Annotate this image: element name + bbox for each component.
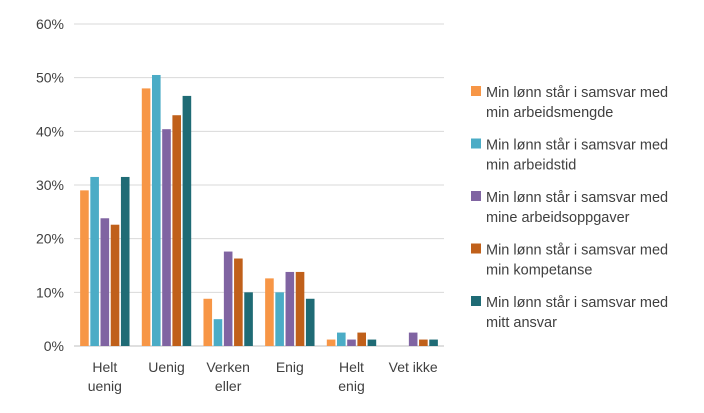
bar [285,271,295,346]
bar [100,218,110,346]
bar [80,190,89,346]
bar [337,332,346,346]
bar [408,332,418,346]
bar [295,271,305,346]
y-tick-label: 10% [36,284,64,300]
bar [234,258,243,346]
bar [244,292,253,346]
x-tick-label: Uenig [148,359,185,375]
bar [90,176,99,346]
bar [182,95,192,346]
legend-swatch [471,138,481,149]
bar [265,278,274,346]
x-axis-tick-labels: Helt uenig Uenig Verken eller Enig Helt enig Vet… [88,359,438,394]
legend-label: Min lønn står i samsvar med min arbeidsme… [486,85,668,121]
legend-label: Min lønn står i samsvar med min arbeidsti… [486,138,668,174]
y-tick-label: 20% [36,231,64,247]
bar [367,339,377,346]
y-tick-label: 50% [36,70,64,86]
y-tick-label: 60% [36,16,64,32]
bar [429,339,438,346]
bar [305,298,315,346]
x-tick-label: Vet ikke [389,359,438,375]
bar [172,115,181,346]
y-axis-tick-labels: 0% 10% 20% 30% 40% 50% 60% [36,16,64,354]
legend-label: Min lønn står i samsvar med mitt ansvar [486,295,668,331]
x-tick-label: Helt uenig [88,359,122,394]
y-tick-label: 40% [36,123,64,139]
bars [80,74,438,347]
bar [120,176,130,346]
legend-swatch [471,86,481,96]
bar [357,332,366,346]
legend-label: Min lønn står i samsvar med min kompetans… [486,243,668,279]
bar [223,251,233,346]
bar [419,339,428,346]
gridlines [74,23,444,347]
bar [152,74,161,346]
x-tick-label: Verken eller [206,359,250,394]
bar [141,88,151,347]
legend: Min lønn står i samsvar med min arbeidsme… [471,85,668,331]
y-tick-label: 0% [44,338,64,354]
y-tick-label: 30% [36,177,64,193]
x-tick-label: Enig [276,359,304,375]
bar [326,339,336,346]
legend-swatch [471,243,481,254]
bar [275,292,284,346]
bar [203,298,213,346]
bar [162,129,171,346]
x-tick-label: Helt enig [338,359,364,394]
bar [213,319,223,346]
legend-label: Min lønn står i samsvar med mine arbeidso… [486,190,668,226]
legend-swatch [471,296,481,306]
bar [347,339,356,346]
legend-swatch [471,191,481,201]
bar [110,224,120,346]
